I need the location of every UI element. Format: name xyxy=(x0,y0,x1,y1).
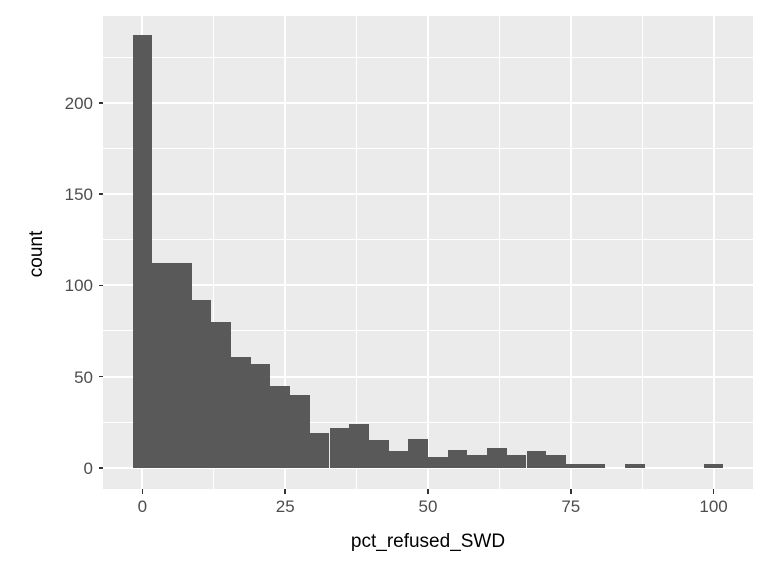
y-major-gridline xyxy=(103,466,753,469)
histogram-bar xyxy=(703,464,724,468)
histogram-bar xyxy=(487,447,507,468)
histogram-bar xyxy=(408,438,429,468)
histogram-bar xyxy=(565,464,586,468)
histogram-bar xyxy=(585,464,606,468)
y-tick-mark xyxy=(98,284,103,287)
histogram-bar xyxy=(191,299,212,468)
plot-panel xyxy=(103,16,753,489)
y-major-gridline xyxy=(103,375,753,378)
x-tick-label: 75 xyxy=(561,497,581,516)
y-major-gridline xyxy=(103,284,753,287)
histogram-bar xyxy=(506,455,527,468)
y-tick-mark xyxy=(98,375,103,378)
histogram-bar xyxy=(526,451,547,468)
y-tick-label: 0 xyxy=(83,458,93,478)
x-minor-gridline xyxy=(641,16,643,489)
histogram-bar xyxy=(132,35,153,468)
x-tick-mark xyxy=(141,489,144,494)
histogram-bar xyxy=(467,455,488,468)
histogram-bar xyxy=(171,263,192,468)
histogram-bar xyxy=(388,451,409,468)
x-tick-mark xyxy=(712,489,715,494)
x-major-gridline xyxy=(569,16,572,489)
x-tick-label: 25 xyxy=(275,497,295,516)
x-minor-gridline xyxy=(498,16,500,489)
x-tick-label: 100 xyxy=(699,497,728,516)
histogram-bar xyxy=(309,433,330,468)
histogram-bar xyxy=(447,449,468,468)
histogram-bar xyxy=(152,263,172,468)
histogram-bar xyxy=(211,321,232,468)
x-tick-label: 0 xyxy=(137,497,148,516)
x-major-gridline xyxy=(427,16,429,489)
x-axis-title: pct_refused_SWD xyxy=(350,531,506,552)
histogram-bar xyxy=(427,456,448,468)
y-tick-label: 200 xyxy=(64,93,93,113)
x-major-gridline xyxy=(284,16,287,489)
histogram-bar xyxy=(270,385,291,468)
histogram-bar xyxy=(368,440,389,468)
histogram-bar xyxy=(290,394,310,468)
histogram-bar xyxy=(624,464,645,468)
histogram-bar xyxy=(349,424,369,468)
x-minor-gridline xyxy=(213,16,215,489)
histogram-bar xyxy=(231,356,251,468)
y-major-gridline xyxy=(103,101,753,104)
y-tick-mark xyxy=(98,467,103,469)
histogram-bar xyxy=(250,363,271,468)
x-tick-mark xyxy=(427,489,429,494)
x-tick-mark xyxy=(570,489,572,494)
y-axis-title: count xyxy=(26,230,48,277)
y-major-gridline xyxy=(103,193,753,196)
x-tick-label: 50 xyxy=(418,497,438,516)
y-tick-mark xyxy=(98,193,103,195)
histogram-bar xyxy=(329,427,350,468)
y-tick-mark xyxy=(98,102,103,104)
y-tick-label: 150 xyxy=(64,185,93,205)
x-tick-mark xyxy=(284,489,286,494)
x-minor-gridline xyxy=(356,16,358,489)
y-tick-label: 50 xyxy=(74,367,93,387)
y-tick-label: 100 xyxy=(64,276,93,296)
histogram-bar xyxy=(546,455,566,468)
x-major-gridline xyxy=(712,16,715,489)
